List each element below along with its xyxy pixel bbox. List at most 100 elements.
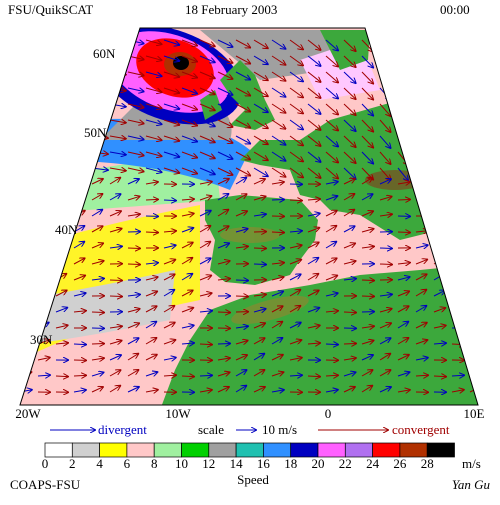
wind-arrow: [398, 56, 408, 68]
wind-arrow: [56, 136, 72, 137]
wind-arrow: [452, 40, 460, 54]
legend-divergent: divergent: [98, 422, 147, 437]
wind-arrow: [20, 182, 32, 184]
wind-arrow: [56, 88, 72, 89]
wind-arrow: [128, 264, 140, 265]
wind-arrow: [434, 72, 443, 85]
colorbar-unit: m/s: [462, 456, 481, 471]
colorbar-tick-label: 4: [96, 456, 103, 471]
wind-arrow: [470, 104, 478, 118]
wind-arrow: [56, 376, 68, 377]
wind-arrow: [470, 168, 478, 182]
wind-arrow: [452, 311, 464, 312]
wind-arrow: [74, 196, 85, 200]
wind-arrow: [470, 372, 481, 376]
wind-arrow: [146, 199, 158, 200]
wind-arrow: [56, 168, 72, 169]
wind-arrow: [20, 119, 36, 120]
wind-arrow: [470, 40, 478, 54]
header-time: 00:00: [440, 2, 470, 17]
wind-arrow: [92, 40, 108, 42]
wind-arrow: [470, 152, 478, 166]
wind-arrow: [470, 226, 481, 232]
wind-arrow: [452, 120, 460, 134]
wind-arrow: [38, 306, 48, 312]
wind-arrow: [434, 376, 446, 377]
wind-arrow: [74, 72, 90, 73]
wind-arrow: [20, 199, 32, 200]
wind-arrow: [434, 136, 443, 149]
wind-arrow: [452, 104, 460, 118]
wind-arrow: [182, 376, 194, 377]
wind-arrow: [380, 264, 392, 265]
wind-arrow: [434, 104, 443, 117]
colorbar-tick-label: 10: [175, 456, 188, 471]
footer-left: COAPS-FSU: [10, 477, 81, 492]
wind-arrow: [380, 40, 391, 52]
wind-arrow: [416, 88, 425, 101]
colorbar-tick-label: 26: [393, 456, 407, 471]
wind-arrow: [398, 199, 410, 200]
colorbar-tick-label: 22: [339, 456, 352, 471]
colorbar-title: Speed: [237, 472, 269, 487]
wind-arrow: [74, 56, 90, 57]
wind-arrow: [434, 40, 443, 53]
wind-arrow: [74, 40, 90, 41]
wind-arrow: [56, 214, 68, 216]
wind-arrow: [308, 376, 320, 377]
wind-arrow: [290, 200, 302, 201]
wind-arrow: [110, 40, 126, 43]
legend-scale-value: 10 m/s: [262, 422, 297, 437]
colorbar-swatch: [291, 443, 318, 457]
colorbar-tick-label: 14: [230, 456, 244, 471]
wind-arrow: [20, 103, 36, 104]
wind-arrow: [92, 104, 108, 106]
wind-arrow: [38, 260, 49, 264]
colorbar-swatch: [154, 443, 181, 457]
wind-arrow: [56, 104, 72, 105]
wind-arrow: [452, 293, 464, 296]
wind-arrow: [452, 88, 460, 102]
wind-arrow: [56, 40, 72, 41]
wind-arrow: [416, 168, 425, 181]
colorbar-tick-label: 0: [42, 456, 49, 471]
wind-arrow: [452, 276, 463, 280]
wind-arrow: [56, 152, 72, 153]
wind-arrow: [110, 72, 126, 75]
wind-arrow: [20, 322, 30, 328]
wind-arrow: [434, 152, 443, 165]
wind-arrow: [20, 87, 36, 88]
wind-arrow: [74, 104, 90, 105]
wind-arrow: [434, 56, 443, 69]
wind-arrow: [452, 242, 462, 248]
wind-arrow: [452, 344, 464, 345]
map: [0, 0, 500, 420]
colorbar-swatch: [236, 443, 263, 457]
wind-arrow: [92, 72, 108, 74]
wind-arrow: [434, 213, 446, 216]
wind-arrow: [470, 179, 481, 184]
colorbar-tick-label: 8: [151, 456, 158, 471]
colorbar-swatch: [127, 443, 154, 457]
wind-arrow: [452, 182, 464, 184]
colorbar-tick-label: 24: [366, 456, 380, 471]
colorbar-tick-label: 12: [202, 456, 215, 471]
lon-label: 0: [325, 406, 332, 421]
wind-arrow: [452, 258, 463, 264]
wind-arrow: [434, 199, 446, 200]
wind-arrow: [416, 40, 425, 53]
wind-arrow: [200, 344, 212, 345]
wind-arrow: [470, 261, 482, 264]
wind-arrow: [434, 228, 445, 232]
wind-arrow: [92, 120, 108, 122]
wind-arrow: [434, 88, 443, 101]
wind-arrow: [470, 56, 478, 70]
colorbar-swatch: [209, 443, 236, 457]
wind-arrow: [20, 135, 36, 136]
wind-arrow: [470, 210, 480, 216]
wind-arrow: [452, 168, 460, 182]
colorbar-swatch: [345, 443, 372, 457]
colorbar-tick-label: 28: [421, 456, 434, 471]
lon-label: 10E: [464, 406, 485, 421]
